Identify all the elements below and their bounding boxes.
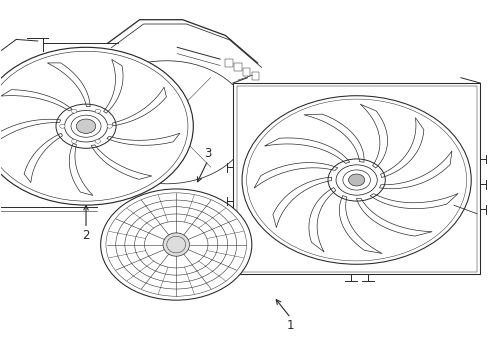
Polygon shape [380,118,423,177]
Polygon shape [272,177,331,228]
Circle shape [76,119,96,133]
Polygon shape [254,163,337,188]
Bar [236,86,475,271]
Circle shape [107,124,112,128]
Circle shape [0,47,193,205]
Polygon shape [360,104,387,168]
Circle shape [95,109,101,113]
Polygon shape [112,87,166,126]
Polygon shape [369,193,457,209]
Polygon shape [107,133,180,145]
Bar [232,83,479,274]
Polygon shape [103,59,123,113]
Circle shape [71,109,77,113]
Polygon shape [379,151,451,189]
Circle shape [348,174,364,186]
Polygon shape [356,198,431,236]
Polygon shape [1,90,72,111]
Ellipse shape [163,233,189,256]
Polygon shape [339,195,382,253]
Bar [243,68,250,76]
Polygon shape [0,119,61,143]
Bar [251,72,259,80]
Text: 2: 2 [82,229,90,242]
Polygon shape [69,144,93,195]
Circle shape [101,189,251,300]
Polygon shape [47,63,90,107]
Polygon shape [24,133,62,183]
Circle shape [71,139,77,143]
Circle shape [60,124,65,128]
Polygon shape [264,138,349,163]
Polygon shape [308,188,335,252]
Bar [225,59,232,67]
Polygon shape [304,114,363,162]
Bar [234,63,241,71]
Polygon shape [91,145,152,179]
Text: 1: 1 [286,319,294,332]
Circle shape [95,139,101,143]
Text: 3: 3 [204,147,211,159]
